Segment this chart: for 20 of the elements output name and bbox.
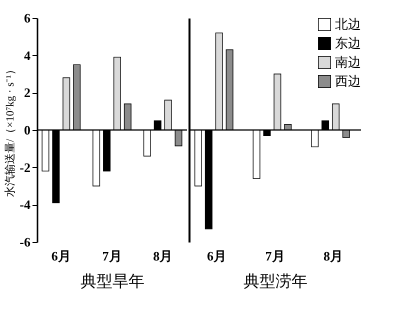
y-tick-label: 6 [24,10,31,26]
x-tick-label: 6月 [51,248,71,264]
x-tick-label: 7月 [265,248,285,264]
y-tick-label: 4 [24,48,31,63]
y-tick-label: 0 [24,122,30,138]
x-tick-label: 8月 [153,248,173,264]
y-axis-title: 水汽输送量/（×10⁷kg · s⁻¹） [4,64,17,197]
y-tick-label: -2 [20,160,30,175]
x-tick-label: 6月 [206,248,226,264]
y-tick-label: -4 [20,197,31,212]
y-tick-label: -6 [20,234,31,250]
x-axis-title: 典型涝年 [244,272,308,290]
x-tick-label: 8月 [324,248,344,264]
x-axis-title: 典型旱年 [80,272,144,290]
legend-label: 东边 [335,36,361,50]
legend-label: 南边 [335,54,361,70]
legend-label: 北边 [335,16,361,32]
y-tick-label: 2 [24,85,30,100]
legend-label: 西边 [335,74,361,88]
x-tick-label: 7月 [102,248,122,264]
